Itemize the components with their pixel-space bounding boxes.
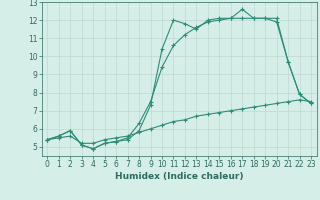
X-axis label: Humidex (Indice chaleur): Humidex (Indice chaleur) (115, 172, 244, 181)
